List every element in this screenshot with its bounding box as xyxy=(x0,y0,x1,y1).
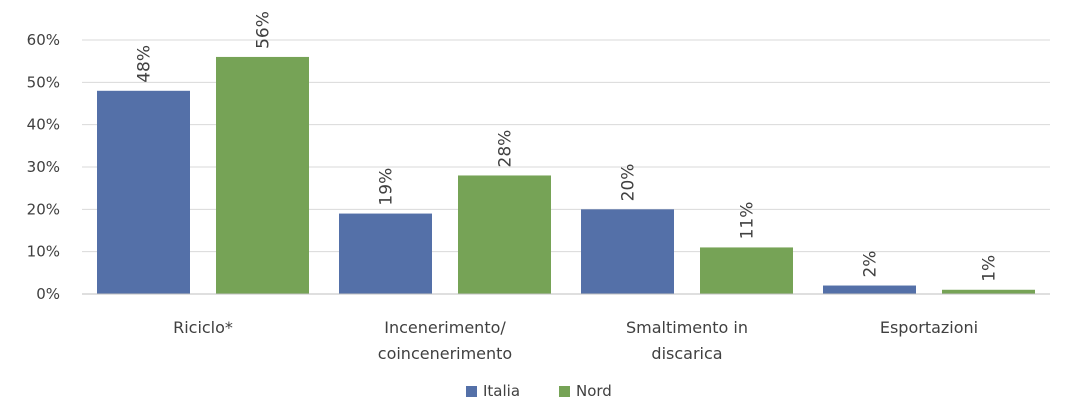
y-tick-label: 40% xyxy=(27,116,60,134)
bar-italia-3 xyxy=(823,285,916,294)
bar-nord-2 xyxy=(700,247,793,294)
legend[interactable]: Italia Nord xyxy=(466,382,612,400)
bar-nord-3 xyxy=(942,289,1035,294)
data-label: 48% xyxy=(135,45,155,83)
legend-label-nord: Nord xyxy=(576,382,612,400)
y-tick-label: 20% xyxy=(27,200,60,218)
data-label: 28% xyxy=(496,130,516,168)
category-label: Esportazioni xyxy=(880,318,978,337)
bar-nord-1 xyxy=(458,175,551,294)
data-label: 2% xyxy=(861,251,881,278)
data-label: 19% xyxy=(377,168,397,206)
data-label: 1% xyxy=(980,255,1000,282)
legend-swatch-nord xyxy=(559,386,570,397)
legend-swatch-italia xyxy=(466,386,477,397)
data-label: 20% xyxy=(619,164,639,202)
legend-label-italia: Italia xyxy=(483,382,520,400)
y-tick-label: 60% xyxy=(27,31,60,49)
bars xyxy=(97,56,1035,294)
bar-italia-0 xyxy=(97,90,190,294)
y-tick-label: 30% xyxy=(27,158,60,176)
data-label: 56% xyxy=(254,11,274,49)
category-label: Smaltimento in xyxy=(626,318,748,337)
bar-italia-1 xyxy=(339,213,432,294)
category-label: discarica xyxy=(651,344,722,363)
category-label: Riciclo* xyxy=(173,318,233,337)
category-label: Incenerimento/ xyxy=(384,318,506,337)
y-tick-label: 0% xyxy=(36,285,60,303)
bar-italia-2 xyxy=(581,209,674,294)
y-tick-label: 10% xyxy=(27,243,60,261)
category-labels: Riciclo* Incenerimento/coincenerimento Sma… xyxy=(173,318,978,363)
y-tick-label: 50% xyxy=(27,73,60,91)
y-axis-ticks: 0% 10% 20% 30% 40% 50% 60% xyxy=(27,31,60,303)
category-label: coincenerimento xyxy=(378,344,512,363)
data-label: 11% xyxy=(738,202,758,240)
bar-nord-0 xyxy=(216,56,309,294)
data-labels: 48% 56% 19% 28% 20% 11% 2% 1% xyxy=(135,11,1000,282)
